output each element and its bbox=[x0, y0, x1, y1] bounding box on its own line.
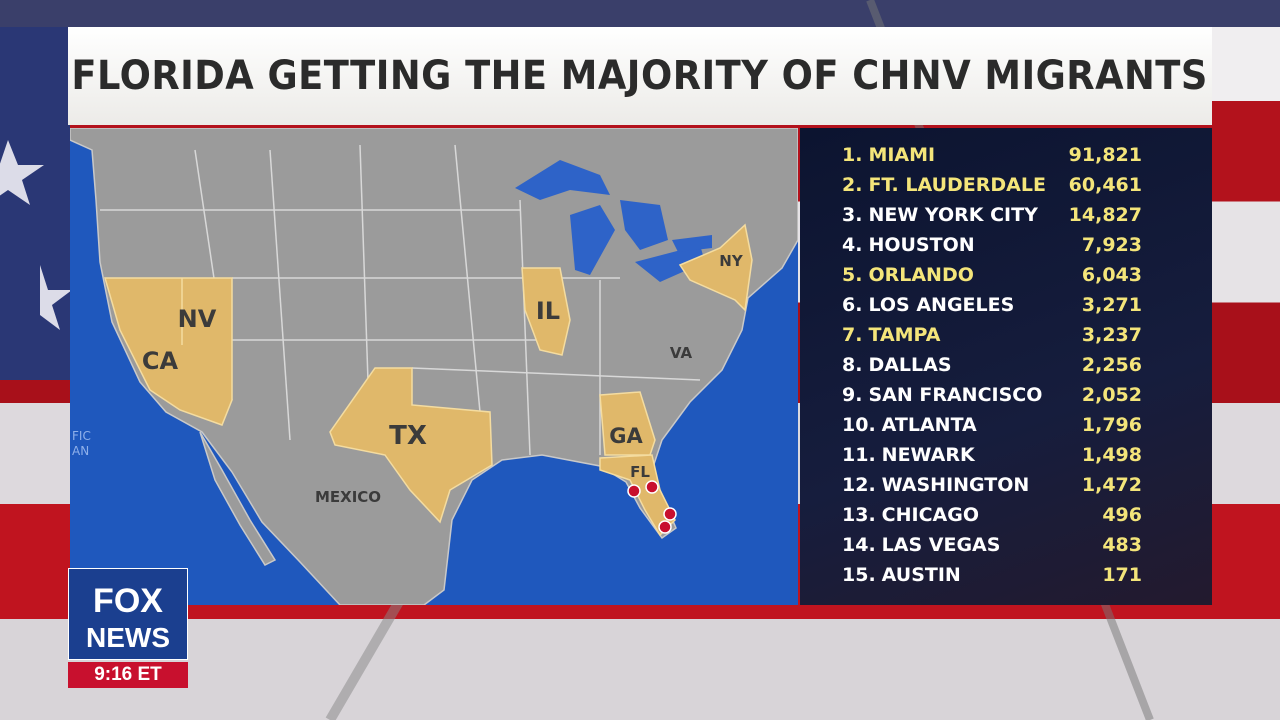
rank: 11. bbox=[842, 444, 876, 466]
migrant-count: 3,271 bbox=[1081, 294, 1142, 316]
list-row: 4. HOUSTON 7,923 bbox=[842, 230, 1142, 260]
clock: 9:16 ET bbox=[68, 662, 188, 688]
city-name: DALLAS bbox=[868, 354, 952, 376]
list-row: 10. ATLANTA 1,796 bbox=[842, 410, 1142, 440]
rank: 2. bbox=[842, 174, 863, 196]
migrant-count: 171 bbox=[1102, 564, 1142, 586]
rank: 7. bbox=[842, 324, 863, 346]
list-row: 2. FT. LAUDERDALE 60,461 bbox=[842, 170, 1142, 200]
migrant-count: 91,821 bbox=[1068, 144, 1142, 166]
map-label: MEXICO bbox=[315, 488, 381, 506]
rank: 10. bbox=[842, 414, 876, 436]
migrant-count: 1,796 bbox=[1081, 414, 1142, 436]
city-name: HOUSTON bbox=[868, 234, 975, 256]
migrant-count: 483 bbox=[1102, 534, 1142, 556]
city-name: TAMPA bbox=[868, 324, 941, 346]
city-name: ATLANTA bbox=[881, 414, 977, 436]
map-label: IL bbox=[536, 297, 560, 325]
list-row: 15. AUSTIN 171 bbox=[842, 560, 1142, 590]
rank: 15. bbox=[842, 564, 876, 586]
list-row: 3. NEW YORK CITY 14,827 bbox=[842, 200, 1142, 230]
title: FLORIDA GETTING THE MAJORITY OF CHNV MIG… bbox=[71, 53, 1209, 99]
migrant-count: 1,498 bbox=[1081, 444, 1142, 466]
migrant-count: 1,472 bbox=[1081, 474, 1142, 496]
rank: 3. bbox=[842, 204, 863, 226]
list-row: 14. LAS VEGAS 483 bbox=[842, 530, 1142, 560]
city-name: FT. LAUDERDALE bbox=[868, 174, 1046, 196]
rank: 1. bbox=[842, 144, 863, 166]
rank: 8. bbox=[842, 354, 863, 376]
city-name: SAN FRANCISCO bbox=[868, 384, 1043, 406]
map-label: NY bbox=[719, 252, 744, 270]
list-row: 11. NEWARK 1,498 bbox=[842, 440, 1142, 470]
list-row: 7. TAMPA 3,237 bbox=[842, 320, 1142, 350]
city-name: ORLANDO bbox=[868, 264, 974, 286]
migrant-count: 14,827 bbox=[1068, 204, 1142, 226]
city-name: LOS ANGELES bbox=[868, 294, 1015, 316]
list-row: 13. CHICAGO 496 bbox=[842, 500, 1142, 530]
rank: 14. bbox=[842, 534, 876, 556]
migrant-count: 2,256 bbox=[1081, 354, 1142, 376]
city-name: LAS VEGAS bbox=[881, 534, 1001, 556]
map-label: FL bbox=[630, 463, 650, 481]
ocean-label: FIC bbox=[72, 429, 91, 443]
ocean-label: AN bbox=[72, 444, 89, 458]
migrant-count: 7,923 bbox=[1081, 234, 1142, 256]
network-logo: FOX NEWS 9:16 ET bbox=[68, 568, 188, 688]
list-row: 8. DALLAS 2,256 bbox=[842, 350, 1142, 380]
migrant-count: 2,052 bbox=[1081, 384, 1142, 406]
city-list: 1. MIAMI 91,821 2. FT. LAUDERDALE 60,461 3. NEW… bbox=[800, 128, 1212, 605]
city-name: AUSTIN bbox=[881, 564, 961, 586]
list-row: 1. MIAMI 91,821 bbox=[842, 140, 1142, 170]
migrant-count: 6,043 bbox=[1081, 264, 1142, 286]
rank: 12. bbox=[842, 474, 876, 496]
migrant-count: 496 bbox=[1102, 504, 1142, 526]
logo-news: NEWS bbox=[86, 622, 170, 653]
rank: 6. bbox=[842, 294, 863, 316]
map-label: VA bbox=[670, 344, 693, 362]
map-label: GA bbox=[609, 424, 643, 448]
rank: 4. bbox=[842, 234, 863, 256]
city-name: WASHINGTON bbox=[881, 474, 1030, 496]
logo-box bbox=[68, 568, 188, 660]
migrant-count: 3,237 bbox=[1081, 324, 1142, 346]
title-bar: FLORIDA GETTING THE MAJORITY OF CHNV MIG… bbox=[68, 27, 1212, 125]
city-name: CHICAGO bbox=[881, 504, 979, 526]
city-name: NEW YORK CITY bbox=[868, 204, 1038, 226]
city-name: NEWARK bbox=[881, 444, 975, 466]
list-row: 5. ORLANDO 6,043 bbox=[842, 260, 1142, 290]
map-label: CA bbox=[142, 347, 179, 375]
city-name: MIAMI bbox=[868, 144, 936, 166]
list-row: 6. LOS ANGELES 3,271 bbox=[842, 290, 1142, 320]
rank: 5. bbox=[842, 264, 863, 286]
list-row: 12. WASHINGTON 1,472 bbox=[842, 470, 1142, 500]
rank: 9. bbox=[842, 384, 863, 406]
rank: 13. bbox=[842, 504, 876, 526]
migrant-count: 60,461 bbox=[1068, 174, 1142, 196]
list-row: 9. SAN FRANCISCO 2,052 bbox=[842, 380, 1142, 410]
map-label: TX bbox=[389, 421, 427, 451]
logo-fox: FOX bbox=[93, 582, 163, 620]
us-map: NV CA TX IL GA FL NY VA MEXICO FIC AN bbox=[70, 128, 798, 605]
map-label: NV bbox=[178, 305, 217, 333]
